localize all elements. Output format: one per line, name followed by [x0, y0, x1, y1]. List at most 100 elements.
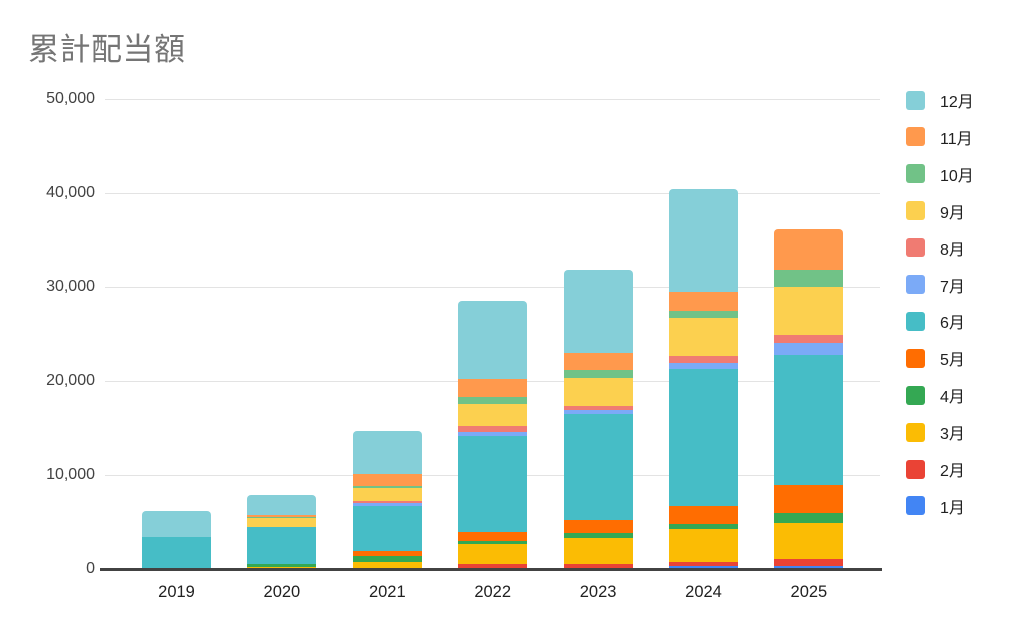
legend-item-6月[interactable]: 6月: [906, 311, 965, 333]
y-axis-tick-label: 50,000: [46, 90, 95, 107]
bar-segment-2022-11月[interactable]: [458, 379, 528, 398]
bar-segment-2021-9月[interactable]: [352, 488, 422, 501]
bar-segment-2019-12月[interactable]: [142, 510, 211, 538]
bar-segment-2023-4月[interactable]: [563, 533, 633, 538]
legend-swatch-3月: [906, 422, 925, 442]
bar-segment-2020-12月[interactable]: [247, 494, 317, 515]
legend-swatch-12月: [906, 90, 925, 110]
gridline-40000: [105, 192, 880, 194]
legend-swatch-1月: [906, 496, 925, 516]
bar-segment-2024-3月[interactable]: [669, 529, 738, 562]
x-axis-label-2025: 2025: [790, 583, 828, 601]
legend-item-9月[interactable]: 9月: [906, 201, 965, 222]
bar-segment-2025-4月[interactable]: [774, 513, 844, 524]
bar-segment-2025-8月[interactable]: [774, 335, 844, 344]
legend-label: 12月: [940, 94, 974, 111]
bar-segment-2023-11月[interactable]: [563, 353, 633, 371]
legend-label: 3月: [940, 426, 965, 444]
bar-segment-2023-12月[interactable]: [563, 270, 633, 354]
bar-segment-2019-6月[interactable]: [142, 537, 211, 569]
bar-segment-2020-10月[interactable]: [247, 517, 317, 519]
legend-label: 2月: [940, 463, 965, 480]
bar-segment-2024-11月[interactable]: [669, 292, 738, 312]
bar-segment-2021-12月[interactable]: [352, 430, 422, 474]
x-axis-label-2019: 2019: [158, 583, 195, 601]
legend-item-11月[interactable]: 11月: [906, 127, 973, 148]
legend-label: 1月: [940, 499, 965, 517]
bar-segment-2022-10月[interactable]: [458, 397, 528, 405]
bar-segment-2020-4月[interactable]: [247, 564, 317, 567]
bar-segment-2022-9月[interactable]: [458, 404, 528, 427]
bar-segment-2025-6月[interactable]: [774, 355, 844, 486]
legend-swatch-6月: [906, 311, 925, 331]
bar-segment-2022-6月[interactable]: [458, 435, 528, 532]
x-axis-line: [100, 568, 882, 571]
legend-swatch-8月: [906, 238, 925, 258]
bar-segment-2020-3月[interactable]: [247, 566, 317, 569]
gridline-30000: [105, 286, 880, 288]
bar-segment-2023-10月[interactable]: [563, 370, 633, 378]
x-axis-label-2020: 2020: [263, 583, 301, 601]
bar-segment-2024-9月[interactable]: [669, 318, 738, 357]
legend-label: 6月: [940, 315, 965, 333]
bar-segment-2023-9月[interactable]: [563, 377, 633, 406]
legend-label: 10月: [940, 167, 974, 185]
bar-segment-2022-12月[interactable]: [458, 301, 528, 380]
bar-segment-2021-7月[interactable]: [352, 503, 422, 506]
bar-segment-2024-5月[interactable]: [669, 505, 738, 525]
y-axis-tick-label: 30,000: [46, 278, 95, 295]
legend-item-7月[interactable]: 7月: [906, 275, 965, 296]
legend-item-1月[interactable]: 1月: [906, 496, 965, 517]
bar-segment-2021-11月[interactable]: [352, 473, 422, 486]
bar-segment-2024-4月[interactable]: [669, 524, 738, 530]
bar-segment-2024-7月[interactable]: [669, 363, 738, 370]
bar-segment-2025-3月[interactable]: [774, 523, 844, 560]
bar-segment-2024-2月[interactable]: [669, 561, 738, 567]
bar-segment-2023-6月[interactable]: [563, 414, 633, 521]
bar-segment-2021-5月[interactable]: [352, 550, 422, 556]
legend-item-12月[interactable]: 12月: [906, 90, 974, 111]
bar-segment-2023-7月[interactable]: [563, 410, 633, 415]
bar-segment-2024-10月[interactable]: [669, 311, 738, 319]
legend-item-2月[interactable]: 2月: [906, 459, 965, 480]
bar-segment-2025-1月[interactable]: [774, 566, 844, 569]
bar-segment-2024-8月[interactable]: [669, 356, 738, 364]
bar-segment-2020-11月[interactable]: [247, 514, 317, 518]
y-axis-tick-label: 10,000: [46, 466, 95, 483]
legend-label: 8月: [940, 241, 965, 259]
bar-segment-2022-3月[interactable]: [458, 544, 528, 564]
bar-segment-2021-10月[interactable]: [352, 485, 422, 489]
bar-segment-2025-10月[interactable]: [774, 270, 844, 288]
bar-segment-2024-12月[interactable]: [669, 188, 738, 293]
bar-segment-2023-3月[interactable]: [563, 537, 633, 564]
bar-segment-2022-2月[interactable]: [458, 564, 528, 569]
bar-segment-2022-4月[interactable]: [458, 540, 528, 545]
legend-item-3月[interactable]: 3月: [906, 422, 965, 444]
bar-segment-2022-8月[interactable]: [458, 426, 528, 432]
bar-segment-2024-1月[interactable]: [669, 566, 738, 569]
x-axis-label-2023: 2023: [579, 583, 617, 601]
legend-swatch-11月: [906, 127, 925, 147]
bar-segment-2021-3月[interactable]: [352, 561, 422, 569]
legend-item-5月[interactable]: 5月: [906, 348, 965, 369]
bar-segment-2021-4月[interactable]: [352, 555, 422, 562]
legend-item-4月[interactable]: 4月: [906, 385, 965, 406]
bar-segment-2024-6月[interactable]: [669, 369, 738, 506]
bar-segment-2022-5月[interactable]: [458, 531, 528, 541]
bar-segment-2020-6月[interactable]: [247, 526, 317, 565]
bar-segment-2022-7月[interactable]: [458, 431, 528, 436]
bar-segment-2023-2月[interactable]: [563, 564, 633, 569]
legend-swatch-7月: [906, 275, 925, 294]
legend-item-10月[interactable]: 10月: [906, 164, 974, 185]
bar-segment-2021-6月[interactable]: [352, 505, 422, 551]
bar-segment-2025-11月[interactable]: [774, 229, 844, 271]
bar-segment-2023-5月[interactable]: [563, 520, 633, 534]
bar-segment-2025-9月[interactable]: [774, 287, 844, 336]
bar-segment-2025-2月[interactable]: [774, 559, 844, 567]
bar-segment-2023-8月[interactable]: [563, 405, 633, 411]
bar-segment-2021-8月[interactable]: [352, 500, 422, 504]
bar-segment-2025-5月[interactable]: [774, 485, 844, 514]
bar-segment-2020-9月[interactable]: [247, 518, 317, 527]
legend-item-8月[interactable]: 8月: [906, 238, 965, 259]
bar-segment-2025-7月[interactable]: [774, 343, 844, 356]
